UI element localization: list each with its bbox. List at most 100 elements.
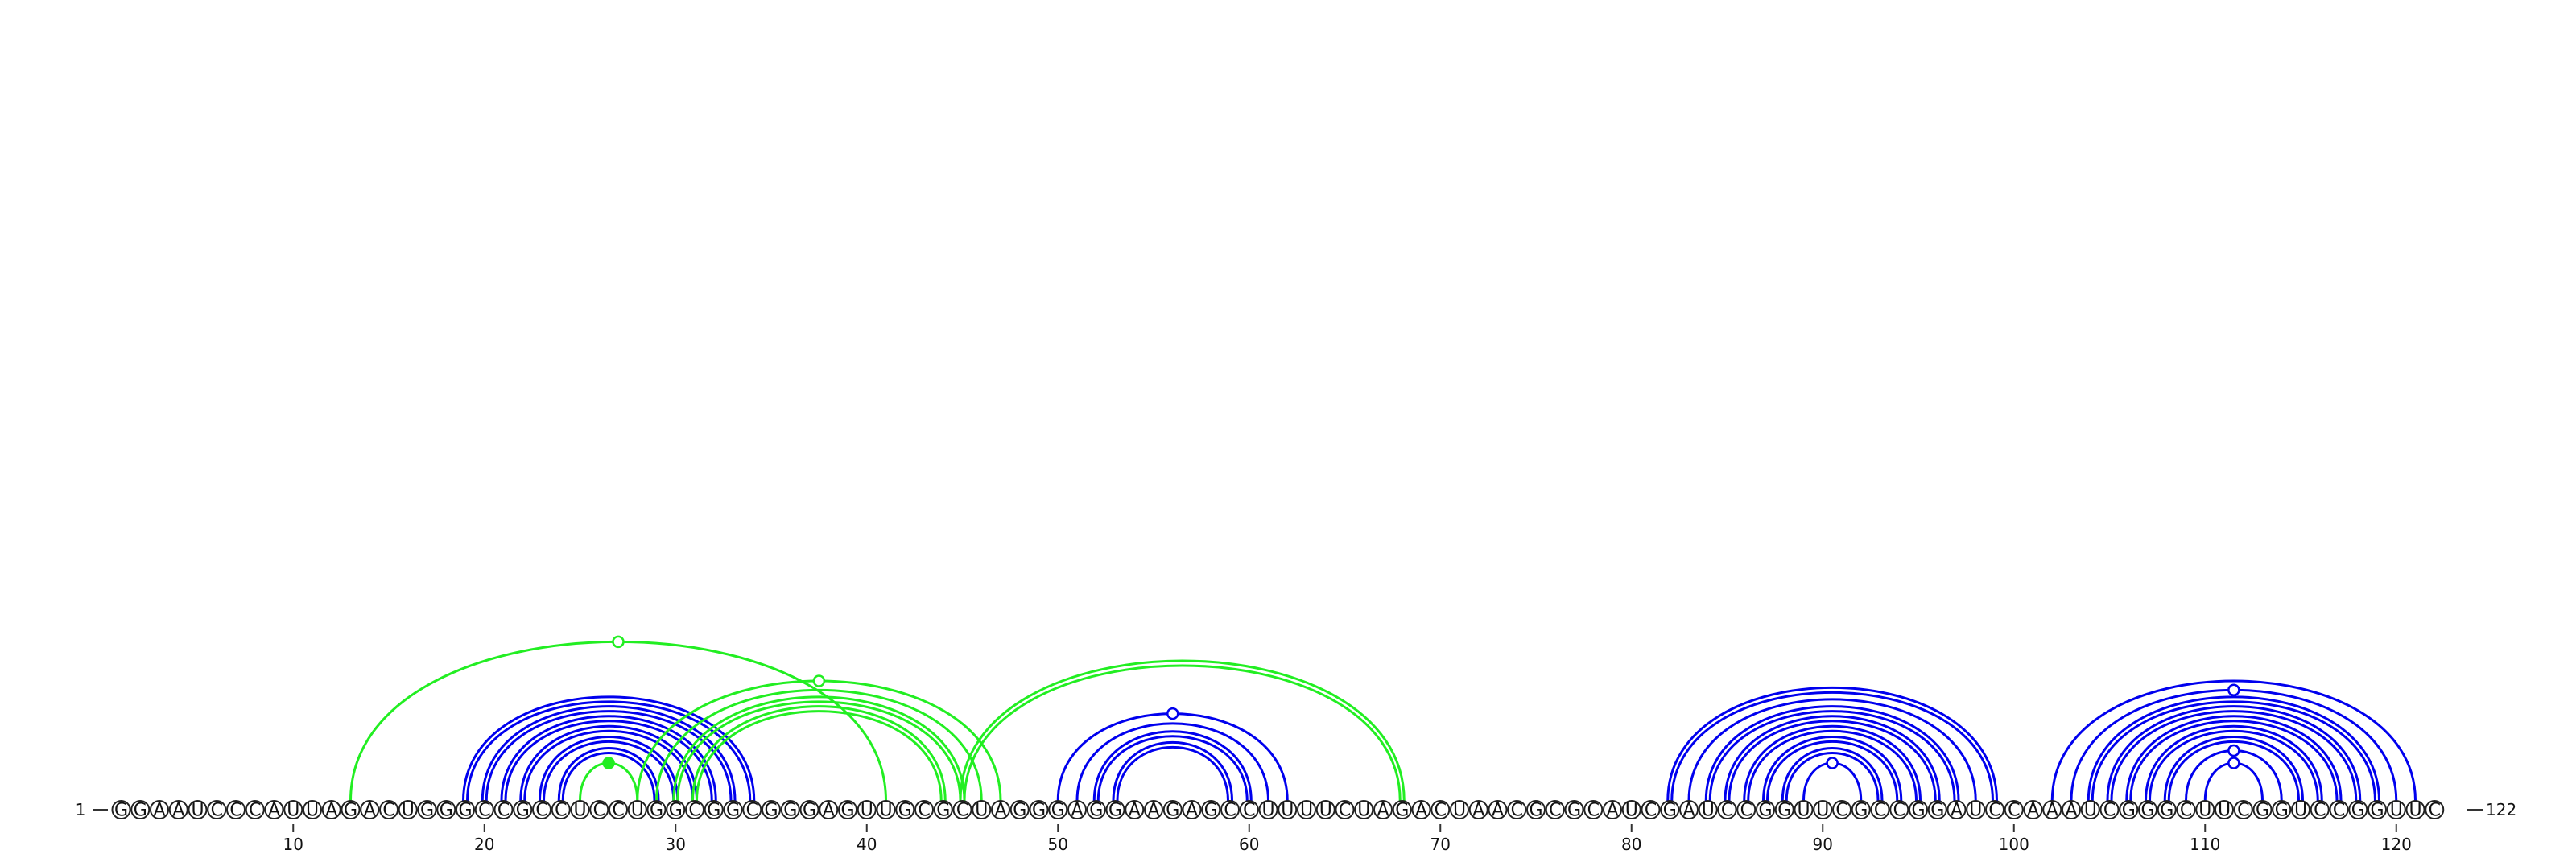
nucleotide-letter: U: [861, 801, 873, 821]
nucleotide: U: [972, 800, 992, 821]
nucleotide-circle: [1774, 800, 1794, 819]
nucleotide-letter: A: [1377, 801, 1389, 821]
nucleotide: G: [111, 800, 131, 821]
nucleotide-circle: [2138, 800, 2157, 819]
base-pair-arc: [672, 695, 966, 802]
base-pair-arc: [1670, 691, 1994, 802]
nucleotide: G: [436, 800, 456, 821]
nucleotide-letter: C: [211, 801, 223, 821]
nucleotide-letter: C: [1224, 801, 1236, 821]
nucleotide-letter: G: [936, 801, 950, 821]
nucleotide: G: [780, 800, 800, 821]
nucleotide-circle: [991, 800, 1010, 819]
nucleotide-circle: [2042, 800, 2062, 819]
nucleotide-letter: C: [2180, 801, 2192, 821]
nucleotide-circle: [1162, 800, 1183, 819]
base-pair-arc: [561, 752, 656, 802]
nucleotide: A: [819, 800, 839, 821]
nucleotide: U: [2386, 800, 2406, 821]
nucleotide: A: [1144, 800, 1163, 821]
arc-apex-marker: [812, 674, 826, 687]
nucleotide-letter: G: [420, 801, 434, 821]
nucleotide: C: [245, 800, 265, 821]
nucleotide-circle: [1488, 800, 1508, 819]
nucleotide: U: [398, 800, 418, 821]
tick-label: 40: [857, 835, 877, 854]
nucleotide-letter: A: [2046, 801, 2058, 821]
nucleotide: C: [2099, 800, 2120, 821]
nucleotide: G: [2138, 800, 2157, 821]
nucleotide: G: [513, 800, 533, 821]
nucleotide-circle: [1144, 800, 1163, 819]
nucleotide-circle: [1870, 800, 1890, 819]
start-label: 1: [76, 800, 86, 819]
nucleotide-circle: [2099, 800, 2120, 819]
nucleotide-circle: [2425, 800, 2445, 819]
nucleotide-letter: G: [1911, 801, 1925, 821]
base-pair-arc: [655, 688, 983, 802]
nucleotide-letter: C: [1549, 801, 1561, 821]
nucleotide-circle: [1258, 800, 1278, 819]
nucleotide-letter: A: [1682, 801, 1695, 821]
nucleotide-circle: [1239, 800, 1259, 819]
nucleotide-circle: [283, 800, 303, 819]
nucleotide-letter: U: [879, 801, 892, 821]
arc-apex-marker: [612, 635, 625, 649]
nucleotide: G: [2119, 800, 2139, 821]
nucleotide-circle: [436, 800, 456, 819]
nucleotide-letter: C: [1435, 801, 1447, 821]
nucleotide-circle: [456, 800, 475, 819]
nucleotide: C: [226, 800, 246, 821]
nucleotide: U: [1621, 800, 1641, 821]
nucleotide-circle: [1373, 800, 1393, 819]
nucleotide: C: [379, 800, 398, 821]
nucleotide: U: [570, 800, 590, 821]
nucleotide-letter: A: [1472, 801, 1484, 821]
nucleotide: U: [1315, 800, 1335, 821]
base-pair-arc: [539, 735, 679, 802]
nucleotide-circle: [1411, 800, 1431, 819]
nucleotide-letter: G: [2140, 801, 2154, 821]
nucleotide-letter: C: [2314, 801, 2326, 821]
nucleotide-letter: U: [631, 801, 644, 821]
tick-label: 100: [1999, 835, 2029, 854]
nucleotide-circle: [2176, 800, 2196, 819]
nucleotide-circle: [303, 800, 322, 819]
nucleotide-circle: [742, 800, 762, 819]
nucleotide-circle: [1009, 800, 1030, 819]
nucleotide-circle: [1985, 800, 2004, 819]
nucleotide-circle: [627, 800, 647, 819]
nucleotide-circle: [2272, 800, 2292, 819]
nucleotide: G: [666, 800, 686, 821]
nucleotide-circle: [207, 800, 227, 819]
nucleotide-circle: [1278, 800, 1298, 819]
nucleotide-letter: A: [153, 801, 165, 821]
nucleotide-letter: G: [898, 801, 912, 821]
nucleotide: A: [1468, 800, 1488, 821]
base-pair-arc: [2149, 729, 2319, 802]
nucleotide-letter: G: [803, 801, 816, 821]
nucleotide: C: [609, 800, 628, 821]
tick-label: 90: [1813, 835, 1833, 854]
nucleotide-circle: [1909, 800, 1928, 819]
nucleotide-circle: [570, 800, 590, 819]
nucleotide-circle: [1335, 800, 1355, 819]
base-pair-arc: [1075, 722, 1269, 802]
nucleotide-letter: U: [2198, 801, 2211, 821]
nucleotide-letter: C: [1721, 801, 1733, 821]
nucleotide: G: [341, 800, 361, 821]
nucleotide-letter: U: [1281, 801, 1294, 821]
nucleotide-letter: U: [1797, 801, 1810, 821]
base-pair-arc: [2129, 720, 2339, 802]
nucleotide-letter: A: [1186, 801, 1198, 821]
nucleotide: G: [1201, 800, 1221, 821]
nucleotide-circle: [130, 800, 151, 819]
nucleotide: C: [2004, 800, 2024, 821]
nucleotide: G: [895, 800, 915, 821]
nucleotide-letter: U: [1300, 801, 1313, 821]
nucleotide-letter: C: [229, 801, 242, 821]
nucleotide-letter: A: [1951, 801, 1963, 821]
nucleotide-letter: U: [2084, 801, 2097, 821]
nucleotide: G: [1774, 800, 1794, 821]
